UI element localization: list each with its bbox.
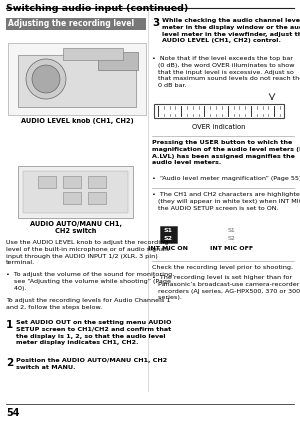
Text: INT MIC ON: INT MIC ON [148, 246, 188, 251]
Text: AUDIO AUTO/MANU CH1,: AUDIO AUTO/MANU CH1, [29, 221, 122, 227]
Text: Switching audio input (continued): Switching audio input (continued) [6, 4, 188, 13]
Text: •  To adjust the volume of the sound for monitoring,
    see “Adjusting the volu: • To adjust the volume of the sound for … [6, 272, 174, 291]
Text: CH2 switch: CH2 switch [55, 228, 96, 234]
Text: S2: S2 [164, 236, 173, 241]
Text: Adjusting the recording level: Adjusting the recording level [8, 20, 134, 29]
Text: Check the recording level prior to shooting.: Check the recording level prior to shoot… [152, 265, 293, 270]
Text: Position the AUDIO AUTO/MANU CH1, CH2
switch at MANU.: Position the AUDIO AUTO/MANU CH1, CH2 sw… [16, 358, 167, 370]
Text: INT MIC OFF: INT MIC OFF [210, 246, 254, 251]
Text: S2: S2 [228, 236, 236, 241]
Bar [8, 43, 146, 115]
Bar [63, 192, 81, 204]
Bar [38, 176, 56, 188]
Bar [18, 166, 133, 218]
Text: OVER indication: OVER indication [192, 124, 246, 130]
Bar [63, 48, 123, 60]
Bar [160, 226, 177, 243]
Text: 2: 2 [6, 358, 13, 368]
Text: While checking the audio channel level
meter in the display window or the audio
: While checking the audio channel level m… [162, 18, 300, 43]
Text: 3: 3 [152, 18, 159, 28]
Text: S1: S1 [164, 228, 173, 233]
Circle shape [32, 65, 60, 93]
Bar [88, 192, 106, 204]
Text: Pressing the USER button to which the
magnification of the audio level meters (M: Pressing the USER button to which the ma… [152, 140, 300, 165]
Text: •  The CH1 and CH2 characters are highlighted
   (they will appear in white text: • The CH1 and CH2 characters are highlig… [152, 192, 300, 210]
Bar [98, 52, 138, 70]
Text: Use the AUDIO LEVEL knob to adjust the recording
level of the built-in microphon: Use the AUDIO LEVEL knob to adjust the r… [6, 240, 169, 265]
Text: •  “Audio level meter magnification” (Page 55): • “Audio level meter magnification” (Pag… [152, 176, 300, 181]
Text: S1: S1 [228, 228, 236, 233]
Text: To adjust the recording levels for Audio Channels 1
and 2, follow the steps belo: To adjust the recording levels for Audio… [6, 298, 170, 310]
Bar [63, 176, 81, 188]
Text: •  The recording level is set higher than for
   Panasonic’s broadcast-use camer: • The recording level is set higher than… [152, 275, 300, 300]
Text: AUDIO LEVEL knob (CH1, CH2): AUDIO LEVEL knob (CH1, CH2) [21, 118, 134, 124]
Bar [88, 176, 106, 188]
Bar [18, 55, 136, 107]
Circle shape [26, 59, 66, 99]
Bar [23, 171, 128, 213]
Text: 54: 54 [6, 408, 20, 418]
Bar [154, 104, 284, 118]
Bar [6, 18, 146, 30]
Text: 1: 1 [6, 320, 13, 330]
Text: •  Note that if the level exceeds the top bar
   (0 dB), the word OVER illuminat: • Note that if the level exceeds the top… [152, 56, 300, 88]
Text: Set AUDIO OUT on the setting menu AUDIO
SETUP screen to CH1/CH2 and confirm that: Set AUDIO OUT on the setting menu AUDIO … [16, 320, 172, 345]
